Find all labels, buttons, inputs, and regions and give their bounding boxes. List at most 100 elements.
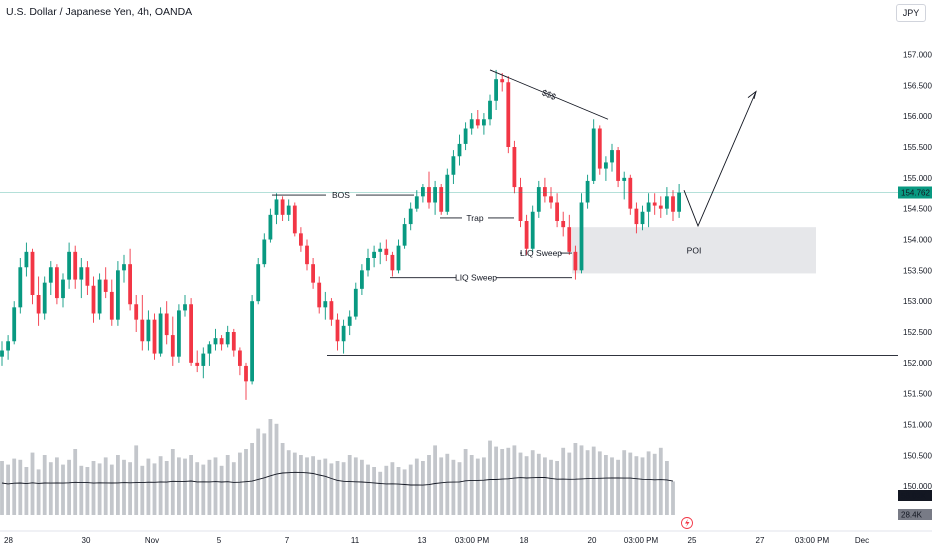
price-tick-label: 150.500 (903, 451, 932, 460)
candle-body (384, 248, 389, 255)
candle-body (421, 187, 425, 197)
candle-body (366, 258, 370, 271)
price-tick-label: 155.500 (903, 143, 932, 152)
volume-bar (305, 457, 309, 515)
volume-bar (360, 459, 364, 515)
volume-bar (195, 462, 200, 515)
volume-bar (366, 464, 370, 515)
time-tick-label: 7 (285, 536, 290, 545)
candle-body (530, 211, 535, 249)
candle-body (213, 338, 218, 345)
currency-selector[interactable]: JPY (896, 4, 926, 22)
candle-body (238, 350, 242, 366)
candle-body (122, 264, 126, 271)
candle-body (482, 119, 486, 126)
volume-bar (579, 445, 584, 515)
candle-body (30, 251, 35, 295)
candle-body (536, 187, 541, 212)
time-tick-label: 18 (520, 536, 529, 545)
candle-body (414, 196, 419, 209)
candle-body (433, 187, 437, 203)
volume-bar (158, 456, 163, 515)
volume-bar (622, 450, 627, 515)
candle-body (305, 245, 309, 265)
candle-body (158, 313, 163, 354)
candle-body (0, 350, 4, 357)
volume-bar (494, 446, 498, 515)
volume-bar (317, 459, 322, 515)
candle-body (225, 332, 230, 345)
volume-bar (591, 446, 596, 515)
candle-body (665, 196, 669, 209)
volume-bar (628, 452, 633, 515)
candle-body (604, 162, 608, 169)
candle-body (585, 180, 590, 203)
candle-body (286, 205, 291, 215)
volume-bar (433, 445, 437, 515)
volume-bar (12, 458, 17, 515)
lightning-icon[interactable] (681, 517, 693, 529)
candle-body (128, 264, 132, 305)
time-tick-label: Dec (855, 536, 869, 545)
volume-bar (311, 456, 315, 515)
volume-bar (353, 457, 358, 515)
volume-bar (225, 455, 230, 515)
volume-bar (219, 465, 224, 515)
candle-body (73, 251, 78, 280)
candle-body (341, 325, 346, 342)
volume-bar (469, 455, 474, 515)
poi-zone (572, 227, 816, 274)
time-tick-label: 30 (82, 536, 91, 545)
bos-label: BOS (332, 190, 350, 200)
time-tick-label: 11 (351, 536, 360, 545)
candle-body (408, 208, 413, 225)
candle-body (488, 100, 492, 120)
candle-body (134, 304, 139, 320)
volume-bar (109, 464, 114, 515)
volume-bar (488, 440, 492, 515)
volume-bar (67, 459, 71, 515)
candle-body (512, 147, 517, 188)
liquidity-trendline (489, 69, 609, 120)
candle-body (274, 199, 279, 215)
candle-body (323, 301, 328, 308)
candle-body (292, 205, 297, 234)
candlesticks (0, 69, 681, 400)
price-tick-label: 151.000 (903, 421, 932, 430)
volume-bar (555, 461, 559, 515)
candle-body (18, 267, 23, 308)
candle-body (12, 307, 17, 342)
volume-bar (30, 452, 35, 515)
candle-body (207, 344, 212, 354)
volume-bar (201, 464, 206, 515)
volume-bar (451, 459, 456, 515)
volume-ma-badge (898, 490, 932, 501)
volume-bar (268, 419, 273, 515)
candle-body (518, 187, 523, 221)
candle-body (146, 319, 151, 342)
volume-bar (671, 481, 675, 515)
candle-body (42, 282, 47, 314)
candle-body (329, 301, 334, 320)
volume-bar (512, 445, 517, 515)
volume-bar (652, 453, 657, 515)
candle-body (396, 245, 401, 271)
volume-bar (408, 464, 413, 515)
volume-bar (146, 458, 151, 515)
volume-bar (396, 467, 401, 515)
volume-bar (665, 461, 669, 515)
candle-body (97, 279, 102, 314)
candle-body (67, 251, 71, 280)
candle-body (109, 291, 114, 320)
volume-bar (213, 457, 218, 515)
candle-body (55, 267, 59, 299)
volume-bar (463, 449, 468, 515)
sss-label: $$$ (541, 87, 558, 102)
volume-bar (55, 457, 59, 515)
volume-bar (378, 471, 383, 515)
lightning-icon-bolt (685, 519, 690, 527)
volume-bar (506, 447, 511, 515)
candle-body (390, 254, 395, 271)
volume-last-badge (898, 509, 932, 520)
